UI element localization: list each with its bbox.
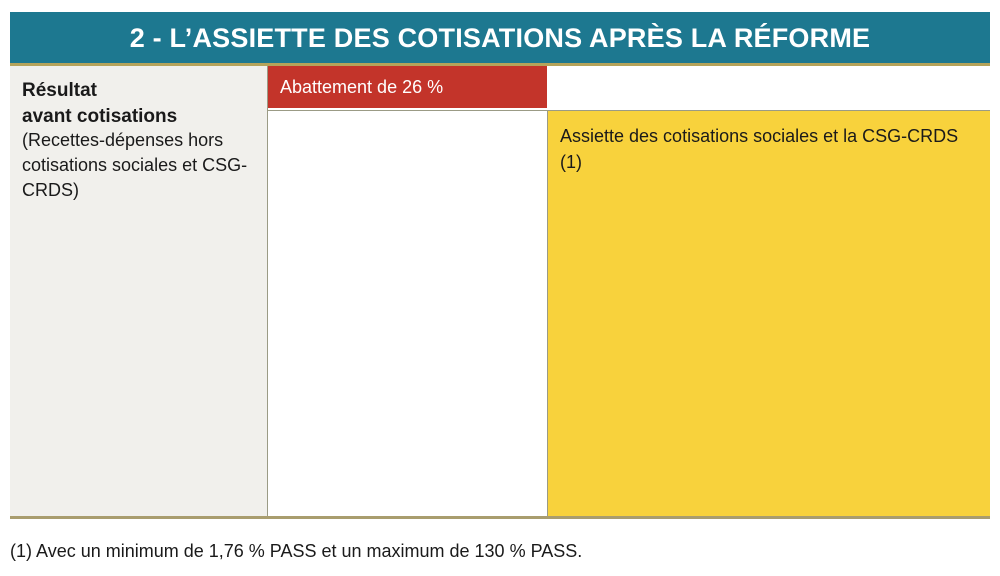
result-heading: Résultat (22, 80, 97, 101)
result-detail: (Recettes-dépenses hors cotisations soci… (22, 130, 248, 200)
empty-column (268, 110, 548, 516)
footnote: (1) Avec un minimum de 1,76 % PASS et un… (10, 541, 583, 561)
header-title: 2 - L’ASSIETTE DES COTISATIONS APRÈS LA … (10, 12, 990, 66)
base-box: Assiette des cotisations sociales et la … (548, 110, 990, 516)
result-column: Résultat avant cotisations (Recettes-dép… (10, 66, 268, 516)
result-heading: avant cotisations (22, 106, 178, 127)
abatement-box: Abattement de 26 % (268, 66, 547, 108)
bottom-rule (10, 516, 990, 519)
